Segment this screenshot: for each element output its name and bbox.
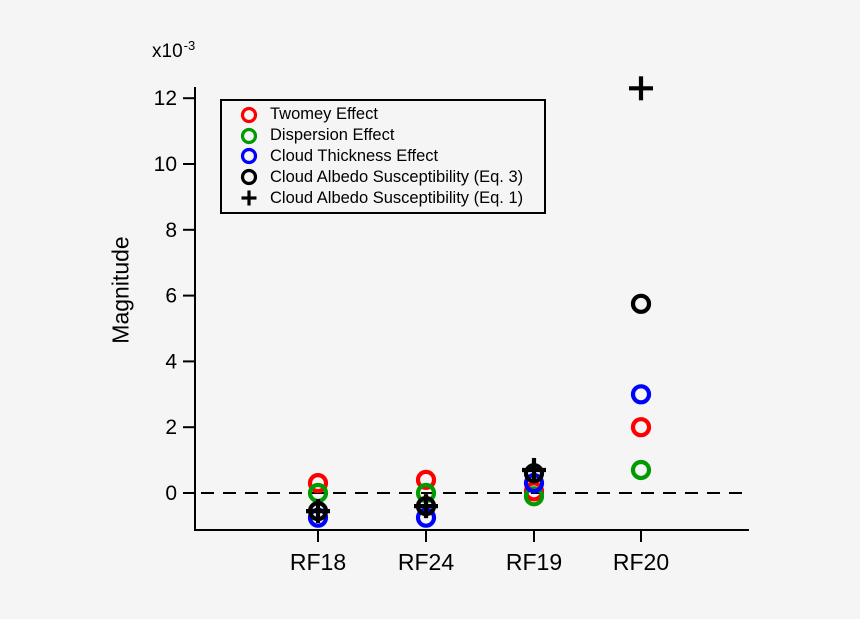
y-axis-title: Magnitude [107, 236, 134, 344]
x-tick-label: RF24 [398, 549, 454, 575]
x-tick-label: RF18 [290, 549, 346, 575]
circle-marker [240, 106, 258, 123]
legend-item: Cloud Thickness Effect [236, 146, 540, 166]
y-axis-multiplier-base: x10 [152, 41, 183, 62]
y-tick-label: 6 [165, 285, 177, 308]
legend-circle-icon [240, 127, 258, 144]
data-point [630, 417, 652, 438]
data-point [306, 499, 330, 524]
circle-marker [240, 148, 258, 165]
circle-marker [523, 486, 545, 507]
data-point [414, 494, 438, 519]
circle-marker [630, 459, 652, 481]
data-point [522, 457, 546, 482]
data-point [630, 459, 652, 481]
data-point [629, 76, 653, 101]
y-tick-label: 0 [165, 482, 177, 505]
circle-marker [240, 127, 258, 144]
series-twomey-effect [307, 417, 652, 502]
legend-item: Twomey Effect [236, 105, 540, 125]
legend-item: Cloud Albedo Susceptibility (Eq. 3) [236, 167, 540, 187]
legend-label: Cloud Albedo Susceptibility (Eq. 1) [270, 188, 524, 207]
circle-marker [415, 469, 437, 490]
legend-label: Dispersion Effect [270, 126, 395, 145]
legend-item: Dispersion Effect [236, 126, 540, 146]
y-axis-multiplier-exponent: -3 [183, 38, 196, 53]
legend-item: Cloud Albedo Susceptibility (Eq. 1) [236, 188, 540, 208]
legend-circle-icon [240, 169, 258, 186]
x-tick-label: RF20 [613, 549, 669, 575]
y-tick-label: 4 [165, 350, 177, 373]
data-point [307, 473, 329, 494]
data-point [630, 293, 652, 314]
circle-marker [630, 417, 652, 438]
circle-marker [630, 293, 652, 314]
legend-circle-icon [240, 148, 258, 165]
y-tick-label: 2 [165, 416, 177, 439]
data-point [630, 384, 652, 405]
y-axis-multiplier: x10-3 [152, 38, 195, 62]
circle-marker [240, 169, 258, 186]
data-point [523, 486, 545, 507]
series-cloud-albedo-susceptibility-eq-1 [306, 76, 653, 524]
legend-label: Cloud Albedo Susceptibility (Eq. 3) [270, 167, 524, 186]
series-dispersion-effect [307, 459, 652, 507]
legend-plus-icon [241, 190, 257, 206]
legend-label: Cloud Thickness Effect [270, 146, 439, 165]
legend-circle-icon [240, 106, 258, 123]
legend: Twomey Effect Dispersion Effect Cloud Thic… [220, 99, 546, 214]
y-tick-label: 12 [154, 87, 177, 110]
data-point [415, 469, 437, 490]
y-tick-label: 10 [154, 153, 177, 176]
circle-marker [630, 384, 652, 405]
x-tick-label: RF19 [506, 549, 562, 575]
legend-label: Twomey Effect [270, 105, 378, 124]
circle-marker [307, 473, 329, 494]
series-cloud-albedo-susceptibility-eq-3 [307, 293, 652, 522]
series-cloud-thickness-effect [307, 384, 652, 528]
y-tick-label: 8 [165, 219, 177, 242]
